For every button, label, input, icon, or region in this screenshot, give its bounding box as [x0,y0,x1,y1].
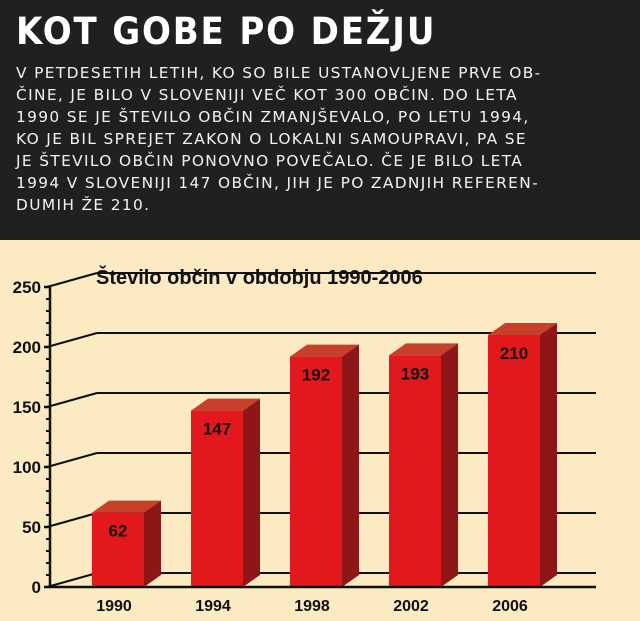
gridline-diagonal [46,392,98,408]
bar-top [290,344,359,357]
bar-side [441,343,458,587]
bar-side [540,323,557,587]
bar-chart: Število občin v obdobju 1990-2006 0 50 100 1… [13,265,596,615]
y-tick-label: 250 [13,278,41,297]
y-tick-label: 100 [13,458,41,477]
y-tick-label: 0 [32,578,41,597]
bar [488,335,540,587]
bar-value-label: 210 [500,344,528,363]
x-tick-label: 1990 [96,598,132,615]
body-line: 1990 SE JE ŠTEVILO OBČIN ZMANJŠEVALO, PO… [16,108,530,126]
bar-side [243,398,260,587]
bar-value-label: 192 [302,366,330,385]
body-line: KO JE BIL SPREJET ZAKON O LOKALNI SAMOUP… [16,130,527,148]
x-tick-label: 1998 [294,598,330,615]
gridline-diagonal [46,512,98,528]
y-tick-label: 50 [22,518,41,537]
body-line: 1994 V SLOVENIJI 147 OBČIN, JIH JE PO ZA… [16,174,539,192]
bar [191,410,243,587]
chart-title: Število občin v obdobju 1990-2006 [96,265,423,289]
bar-value-label: 62 [109,522,128,541]
body-line: DUMIH ŽE 210. [16,196,151,214]
y-tick-label: 150 [13,398,41,417]
gridline-diagonal [46,272,98,288]
x-tick-label: 2002 [393,598,429,615]
gridline-diagonal [46,572,98,588]
bar-top [389,343,458,356]
bar-side [144,500,161,587]
bar-top [92,500,161,513]
bar-side [342,344,359,587]
header-panel: KOT GOBE PO DEŽJU V PETDESETIH LETIH, KO… [0,0,640,240]
body-text: V PETDESETIH LETIH, KO SO BILE USTANOVLJ… [16,62,616,216]
bar [92,512,144,587]
y-tick-label: 200 [13,338,41,357]
gridline-diagonal [46,332,98,348]
gridline-diagonal [46,452,98,468]
bar [290,356,342,587]
body-line: V PETDESETIH LETIH, KO SO BILE USTANOVLJ… [16,64,542,82]
body-line: JE ŠTEVILO OBČIN PONOVNO POVEČALO. ČE JE… [16,152,524,170]
x-tick-label: 1994 [195,598,231,615]
bar-value-label: 193 [401,364,429,383]
bar-top [488,323,557,335]
x-tick-label: 2006 [492,598,528,615]
bar [389,355,441,587]
headline: KOT GOBE PO DEŽJU [16,10,437,53]
bar-top [191,398,260,411]
body-line: ČINE, JE BILO V SLOVENIJI VEČ KOT 300 OB… [16,86,518,104]
chart-area: Število občin v obdobju 1990-2006 0 50 100 1… [0,240,640,621]
bar-value-label: 147 [203,420,231,439]
